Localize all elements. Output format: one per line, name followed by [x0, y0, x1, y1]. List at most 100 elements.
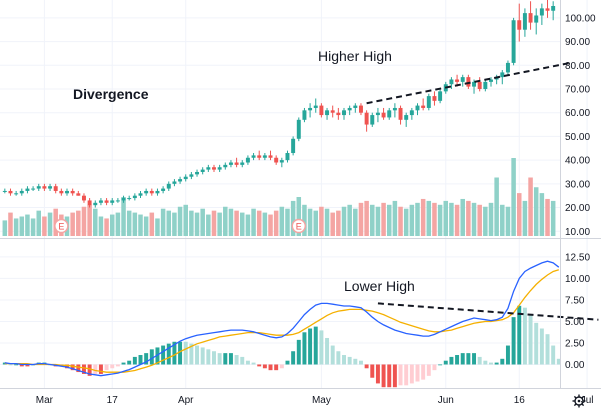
- macd-histogram-bar: [14, 364, 19, 366]
- candle-body: [358, 105, 363, 113]
- candle-body: [296, 119, 301, 139]
- candle-body: [138, 193, 143, 196]
- candle-body: [347, 107, 352, 111]
- candle-body: [59, 190, 64, 194]
- macd-histogram-bar: [472, 353, 477, 365]
- volume-bar: [454, 204, 460, 236]
- macd-histogram-bar: [392, 364, 397, 388]
- volume-bar: [30, 218, 36, 236]
- macd-histogram-bar: [353, 358, 358, 365]
- volume-bar: [466, 200, 471, 236]
- candle-body: [42, 186, 47, 189]
- candle-body: [228, 162, 233, 165]
- volume-bar: [545, 198, 550, 236]
- candle-body: [262, 155, 267, 158]
- volume-bar: [189, 210, 194, 236]
- macd-histogram-bar: [155, 347, 160, 365]
- macd-histogram-bar: [404, 364, 409, 386]
- candle-body: [483, 81, 488, 89]
- macd-histogram-bar: [505, 345, 510, 365]
- macd-histogram-bar: [330, 345, 335, 365]
- macd-axis[interactable]: 0.00 2.50 5.00 7.50 10.00 12.50: [565, 252, 590, 371]
- macd-histogram-bar: [551, 345, 556, 365]
- volume-bar: [36, 210, 42, 236]
- macd-histogram-bar: [313, 326, 318, 365]
- candle-body: [415, 105, 420, 111]
- time-tick-label: 16: [514, 395, 526, 406]
- candle-body: [319, 105, 324, 116]
- volume-bar: [528, 177, 533, 236]
- volume-bar: [505, 206, 511, 236]
- candle-body: [81, 195, 86, 201]
- earnings-marker[interactable]: E: [291, 218, 307, 234]
- macd-histogram-bar: [200, 347, 205, 365]
- candle-body: [353, 105, 358, 108]
- time-tick-label: May: [312, 395, 331, 406]
- macd-histogram-bar: [302, 332, 307, 365]
- macd-histogram-bar: [189, 343, 194, 365]
- candle-body: [387, 110, 392, 118]
- macd-histogram-bar: [25, 364, 30, 367]
- macd-histogram-bar: [19, 364, 24, 367]
- volume-bar: [409, 204, 415, 236]
- volume-bar: [375, 206, 381, 236]
- macd-histogram-bar: [460, 353, 465, 365]
- macd-tick-label: 5.00: [565, 317, 585, 328]
- candle-body: [511, 20, 516, 63]
- candle-body: [223, 164, 228, 168]
- macd-histogram-bar: [522, 307, 527, 365]
- volume-bar: [426, 200, 432, 236]
- volume-bar: [251, 208, 256, 236]
- candle-body: [421, 105, 426, 108]
- volume-bar: [245, 214, 251, 236]
- macd-histogram-bar: [212, 351, 216, 365]
- macd-tick-label: 12.50: [565, 252, 590, 263]
- volume-bar: [13, 218, 19, 236]
- candle-body: [325, 110, 330, 116]
- volume-bar: [319, 206, 324, 236]
- price-tick-label: 40.00: [565, 156, 590, 167]
- volume-bar: [138, 214, 143, 236]
- volume-bar: [307, 208, 313, 236]
- macd-histogram-bar: [443, 360, 448, 365]
- annotation-lines: [366, 61, 599, 321]
- volume-bar: [533, 187, 539, 236]
- candle-body: [132, 195, 137, 199]
- candle-body: [149, 190, 154, 194]
- price-axis[interactable]: 10.00 20.00 30.00 40.00 50.00 60.00 70.00 80.00…: [565, 13, 596, 237]
- candle-body: [217, 167, 222, 170]
- macd-histogram-bar: [409, 364, 414, 384]
- candle-body: [87, 200, 92, 206]
- candle-body: [127, 198, 132, 200]
- time-axis[interactable]: Mar17AprMayJun16Jul17: [36, 395, 601, 406]
- macd-histogram-bar: [240, 356, 245, 365]
- macd-histogram-bar: [245, 360, 250, 365]
- macd-histogram-bar: [70, 364, 75, 371]
- volume-bar: [500, 204, 505, 236]
- volume-bar: [336, 210, 341, 236]
- volume-bar: [324, 208, 330, 236]
- volume-bar: [93, 208, 98, 236]
- price-tick-label: 10.00: [565, 227, 590, 238]
- earnings-marker[interactable]: E: [54, 218, 69, 234]
- candle-body: [392, 107, 397, 111]
- price-tick-label: 90.00: [565, 37, 590, 48]
- earnings-marker-circle: [54, 218, 69, 234]
- volume-bar: [132, 212, 138, 236]
- volume-bar: [420, 198, 426, 236]
- candle-body: [14, 193, 19, 195]
- volume-bar: [234, 210, 239, 236]
- candle-body: [53, 186, 58, 191]
- macd-histogram-bar: [65, 364, 69, 369]
- macd-tick-label: 7.50: [565, 295, 585, 306]
- macd-lines: [4, 260, 560, 377]
- candle-body: [93, 202, 98, 206]
- gear-icon[interactable]: [572, 394, 586, 408]
- macd-histogram-bar: [98, 364, 103, 374]
- candle-body: [65, 190, 69, 194]
- candle-body: [505, 62, 510, 73]
- candle-body: [144, 190, 149, 194]
- volume-bar: [471, 202, 477, 236]
- macd-histogram-bar: [268, 364, 273, 371]
- macd-histogram-bar: [195, 345, 200, 365]
